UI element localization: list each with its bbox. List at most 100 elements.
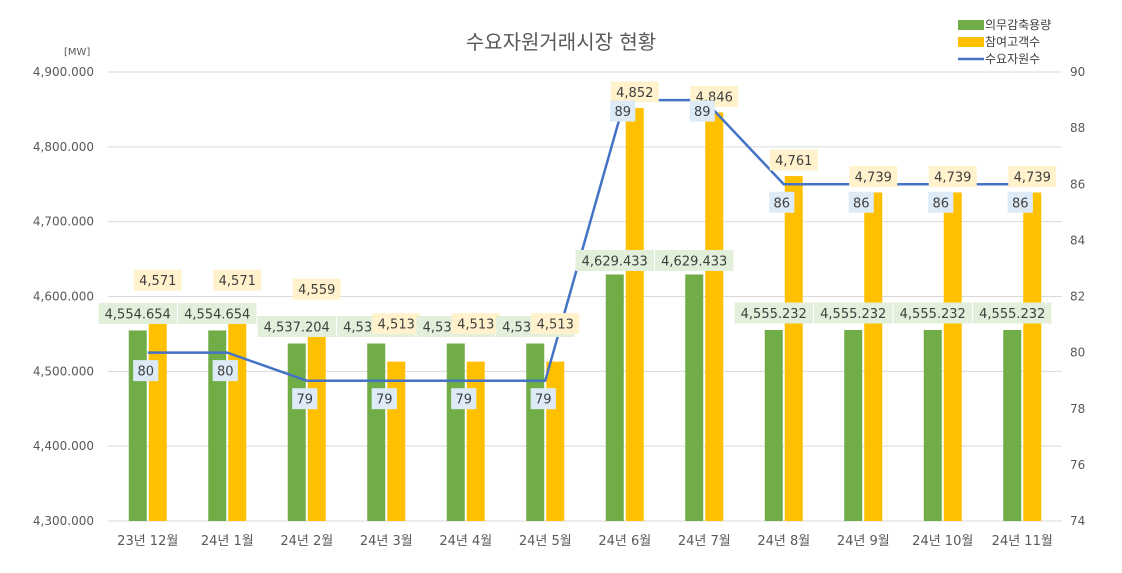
label-demand-resources-bg xyxy=(292,388,318,410)
x-tick-label: 24년 11월 xyxy=(992,534,1053,549)
y-right-tick-label: 90 xyxy=(1070,65,1085,79)
bar-participants xyxy=(943,192,962,521)
bar-participants xyxy=(307,327,326,521)
label-participants: 4,739 xyxy=(855,170,892,185)
legend-swatch xyxy=(958,37,984,47)
label-participants-bg xyxy=(610,81,659,103)
label-participants: 4,513 xyxy=(537,318,574,333)
line-demand-resources xyxy=(147,98,1023,382)
label-demand-resources-bg xyxy=(928,191,954,213)
label-demand-resources: 79 xyxy=(296,393,313,408)
bar-obligatory-capacity xyxy=(287,343,306,521)
label-participants-bg xyxy=(292,278,341,300)
y-right-axis: 74 76 78 80 82 84 86 88 90 xyxy=(1070,65,1085,528)
label-participants: 4,513 xyxy=(457,318,494,333)
bar-obligatory-capacity xyxy=(367,343,386,521)
label-obligatory-capacity-bg xyxy=(575,249,654,271)
y-right-tick-label: 74 xyxy=(1070,514,1085,528)
label-demand-resources: 79 xyxy=(535,393,552,408)
label-demand-resources: 80 xyxy=(137,365,154,380)
bar-participants xyxy=(466,361,485,521)
label-participants: 4,852 xyxy=(616,86,653,101)
label-demand-resources-bg xyxy=(1007,191,1033,213)
label-demand-resources: 86 xyxy=(1012,196,1029,211)
label-participants-bg xyxy=(531,313,580,335)
x-tick-label: 24년 4월 xyxy=(439,534,492,549)
line-series xyxy=(147,98,1023,382)
label-demand-resources-bg xyxy=(689,100,715,122)
label-obligatory-capacity: 4,537.204 xyxy=(264,320,330,335)
label-demand-resources-bg xyxy=(212,360,238,382)
label-obligatory-capacity-bg xyxy=(814,302,893,324)
label-participants: 4,739 xyxy=(1014,170,1051,185)
label-obligatory-capacity: 4,555.232 xyxy=(741,307,807,322)
bar-obligatory-capacity xyxy=(764,330,783,521)
label-demand-resources-bg xyxy=(610,100,636,122)
legend-label: 수요자원수 xyxy=(985,52,1040,66)
x-tick-label: 24년 3월 xyxy=(360,534,413,549)
bar-participants xyxy=(546,361,565,521)
bar-participants xyxy=(228,318,247,521)
bar-obligatory-capacity xyxy=(208,330,227,521)
label-participants-bg xyxy=(372,313,421,335)
label-demand-resources-bg xyxy=(371,388,397,410)
x-tick-label: 24년 5월 xyxy=(519,534,572,549)
label-obligatory-capacity-bg xyxy=(257,315,336,337)
bar-obligatory-capacity xyxy=(128,330,147,521)
label-obligatory-capacity-bg xyxy=(893,302,972,324)
label-demand-resources: 86 xyxy=(853,196,870,211)
label-obligatory-capacity: 4,555.232 xyxy=(900,307,966,322)
label-demand-resources: 80 xyxy=(217,365,234,380)
label-obligatory-capacity: 4,629.433 xyxy=(582,254,648,269)
label-participants-bg xyxy=(849,165,898,187)
label-participants-bg xyxy=(928,165,977,187)
x-tick-label: 24년 2월 xyxy=(280,534,333,549)
y-right-tick-label: 86 xyxy=(1070,177,1085,191)
y-left-tick-label: 4,800.000 xyxy=(33,140,94,154)
x-tick-label: 24년 6월 xyxy=(598,534,651,549)
label-participants: 4,739 xyxy=(934,170,971,185)
bar-obligatory-capacity xyxy=(605,274,624,521)
bar-participants xyxy=(705,112,724,521)
y-left-tick-label: 4,300.000 xyxy=(33,514,94,528)
x-tick-label: 23년 12월 xyxy=(117,534,178,549)
label-obligatory-capacity-bg xyxy=(734,302,813,324)
label-participants: 4,571 xyxy=(139,274,176,289)
label-demand-resources: 79 xyxy=(376,393,393,408)
label-obligatory-capacity-bg xyxy=(98,302,177,324)
label-participants: 4,761 xyxy=(775,154,812,169)
y-left-unit-label: [MW] xyxy=(64,47,90,58)
y-right-tick-label: 88 xyxy=(1070,121,1085,135)
label-participants-bg xyxy=(133,269,182,291)
label-demand-resources: 89 xyxy=(614,105,631,120)
x-tick-label: 24년 10월 xyxy=(912,534,973,549)
x-tick-label: 24년 1월 xyxy=(201,534,254,549)
y-right-tick-label: 84 xyxy=(1070,233,1085,247)
label-demand-resources-bg xyxy=(530,388,556,410)
bar-participants xyxy=(387,361,406,521)
bar-obligatory-capacity xyxy=(844,330,863,521)
y-left-tick-label: 4,500.000 xyxy=(33,364,94,378)
label-participants: 4,513 xyxy=(378,318,415,333)
legend-label: 의무감축용량 xyxy=(985,18,1051,32)
label-obligatory-capacity: 4,554.654 xyxy=(105,307,171,322)
bar-participants xyxy=(625,107,644,522)
y-left-tick-label: 4,400.000 xyxy=(33,439,94,453)
label-participants-bg xyxy=(1008,165,1057,187)
label-participants: 4,571 xyxy=(219,274,256,289)
bar-obligatory-capacity xyxy=(446,343,465,521)
label-participants-bg xyxy=(451,313,500,335)
y-left-tick-label: 4,600.000 xyxy=(33,290,94,304)
label-demand-resources-bg xyxy=(451,388,477,410)
chart-title: 수요자원거래시장 현황 xyxy=(466,30,656,54)
bar-participants xyxy=(864,192,883,521)
x-tick-label: 24년 8월 xyxy=(757,534,810,549)
x-tick-label: 24년 7월 xyxy=(678,534,731,549)
y-left-tick-label: 4,900.000 xyxy=(33,65,94,79)
label-demand-resources: 86 xyxy=(773,196,790,211)
label-obligatory-capacity: 4,554.654 xyxy=(184,307,250,322)
x-axis: 23년 12월 24년 1월 24년 2월 24년 3월 24년 4월 24년 5월 24년… xyxy=(117,534,1053,549)
